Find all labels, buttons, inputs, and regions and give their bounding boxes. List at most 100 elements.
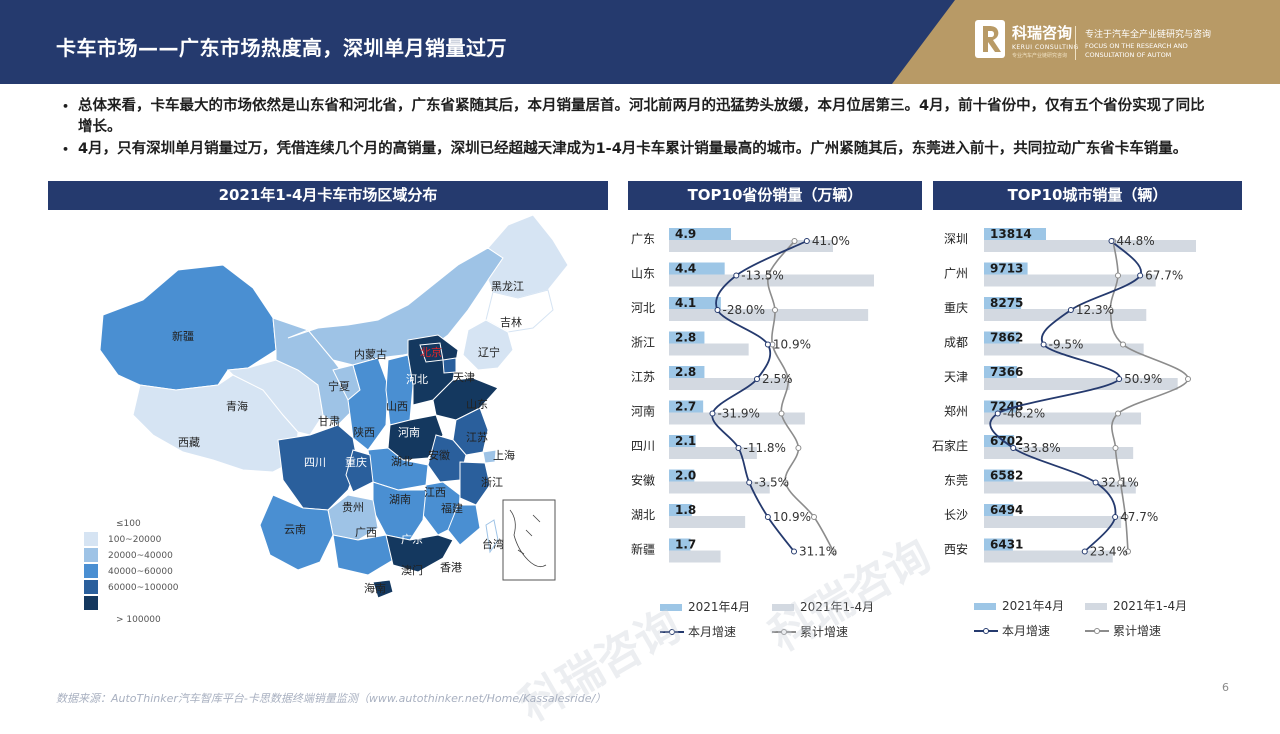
category-label: 安徽: [631, 473, 655, 488]
line-point: [746, 479, 753, 486]
legend-label: 20000~40000: [108, 551, 173, 561]
bar-month: [669, 228, 731, 240]
map-label: 河北: [406, 373, 428, 386]
line-point: [733, 272, 740, 279]
map-label: 青海: [226, 399, 248, 413]
bar-value-label: 2.7: [675, 400, 696, 414]
bar-month: [669, 538, 691, 551]
bar-value-label: 6582: [990, 469, 1023, 483]
china-map: ≤100 100~20000 20000~40000 40000~60000 6…: [84, 214, 569, 625]
line-point: [1010, 445, 1017, 451]
logo-divider: [1075, 26, 1076, 60]
legend-label: 累计增速: [1113, 624, 1161, 638]
category-label: 河南: [631, 404, 655, 419]
map-label: 湖北: [391, 455, 413, 468]
line-point: [1067, 307, 1074, 313]
region-hainan: [372, 579, 394, 599]
region-guangxi: [332, 534, 394, 576]
map-label: 黑龙江: [491, 280, 524, 293]
map-label: 宁夏: [328, 379, 350, 393]
legend-label: 2021年1-4月: [1113, 599, 1187, 613]
line-point: [994, 410, 1001, 417]
line-point: [1081, 548, 1088, 555]
legend-swatch: [974, 603, 996, 610]
header-bar: 卡车市场——广东市场热度高，深圳单月销量过万 科瑞咨询 KERUI CONSUL…: [0, 0, 1280, 84]
category-label: 东莞: [944, 474, 968, 488]
page-number: 6: [1222, 681, 1229, 694]
bar-month: [984, 469, 1014, 482]
map-labels: 黑龙江 吉林 辽宁 北京 天津 河北 山东 内蒙古 新疆 宁夏 甘肃 青海 西藏…: [172, 280, 524, 595]
legend-marker: [983, 628, 989, 634]
bullet-dot: •: [62, 100, 70, 113]
bar-month: [669, 331, 705, 344]
logo-text: 科瑞咨询: [1012, 24, 1073, 42]
bullet-text: 总体来看，卡车最大的市场依然是山东省和河北省，广东省紧随其后，本月销量居首。河北…: [78, 98, 1205, 135]
map-label: 台湾: [482, 537, 504, 551]
category-label: 深圳: [944, 232, 968, 246]
bar-value-label: 7366: [990, 365, 1023, 379]
bar-month: [669, 504, 692, 516]
legend-label: 2021年4月: [1002, 599, 1064, 613]
legend-marker: [669, 629, 675, 635]
bar-value-label: 2.8: [675, 365, 696, 379]
line-cumulative-growth: [1109, 240, 1189, 552]
line-month-growth: [711, 240, 808, 553]
category-label: 成都: [944, 336, 968, 350]
category-label: 石家庄: [932, 438, 968, 453]
map-label: 辽宁: [478, 345, 500, 359]
bar-cumulative: [984, 412, 1142, 425]
map-legend: ≤100 100~20000 20000~40000 40000~60000 6…: [84, 516, 179, 625]
line-point: [1125, 548, 1131, 555]
bar-cumulative: [669, 516, 746, 528]
map-label: 广西: [355, 526, 377, 539]
bar-cumulative: [669, 343, 749, 356]
growth-label: -46.2%: [1003, 407, 1045, 421]
line-point: [1120, 341, 1126, 348]
category-label: 郑州: [944, 404, 968, 419]
line-point: [765, 272, 772, 279]
line-point: [772, 307, 778, 313]
bar-value-label: 6431: [990, 538, 1023, 552]
line-point: [785, 376, 791, 382]
bar-month: [984, 538, 1013, 551]
bar-cumulative: [984, 516, 1122, 528]
line-point: [1115, 272, 1121, 279]
legend-marker: [781, 629, 787, 635]
category-label: 浙江: [631, 336, 655, 350]
map-label: 山东: [466, 398, 488, 411]
growth-label: 32.1%: [1101, 476, 1139, 490]
line-point: [803, 238, 810, 244]
region-fujian: [447, 504, 481, 546]
map-label: 内蒙古: [354, 347, 387, 361]
region-liaoning: [462, 319, 514, 371]
category-label: 广东: [631, 232, 655, 246]
line-point: [778, 410, 785, 417]
map-label: 河南: [398, 426, 420, 439]
line-point: [714, 307, 721, 313]
line-point: [1108, 238, 1115, 244]
bullet-item: • 总体来看，卡车最大的市场依然是山东省和河北省，广东省紧随其后，本月销量居首。…: [62, 96, 1212, 138]
map-label: 湖南: [389, 493, 411, 506]
map-label: 重庆: [345, 455, 367, 469]
bar-month: [669, 435, 696, 447]
line-point: [1040, 341, 1047, 348]
bar-month: [984, 228, 1046, 240]
legend-label: ≤100: [116, 519, 141, 529]
growth-label: 44.8%: [1117, 234, 1155, 248]
category-label: 长沙: [944, 508, 968, 522]
map-label: 香港: [440, 561, 462, 574]
legend-label: 2021年1-4月: [800, 600, 874, 614]
line-point: [764, 514, 771, 520]
map-label: 山西: [386, 400, 408, 413]
bar-value-label: 1.8: [675, 503, 696, 517]
map-label: 海南: [364, 581, 386, 595]
growth-label: 2.5%: [762, 372, 793, 386]
legend-label: 本月增速: [1002, 624, 1050, 638]
legend-marker: [1094, 628, 1100, 634]
page-title: 卡车市场——广东市场热度高，深圳单月销量过万: [56, 36, 507, 60]
bar-value-label: 2.8: [675, 331, 696, 345]
category-label: 广州: [944, 267, 968, 281]
map-panel-title: 2021年1-4月卡车市场区域分布: [48, 181, 608, 210]
growth-label: -3.5%: [754, 476, 789, 490]
bar-cumulative: [984, 240, 1196, 252]
